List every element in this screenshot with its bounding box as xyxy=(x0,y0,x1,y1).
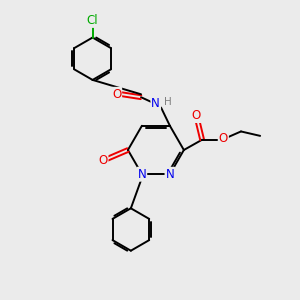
Text: Cl: Cl xyxy=(87,14,98,27)
Text: O: O xyxy=(112,88,121,101)
Text: O: O xyxy=(98,154,107,167)
Text: O: O xyxy=(219,132,228,145)
Text: N: N xyxy=(166,168,174,181)
Text: N: N xyxy=(137,168,146,181)
Text: O: O xyxy=(192,109,201,122)
Text: H: H xyxy=(164,97,171,107)
Text: N: N xyxy=(152,98,160,110)
